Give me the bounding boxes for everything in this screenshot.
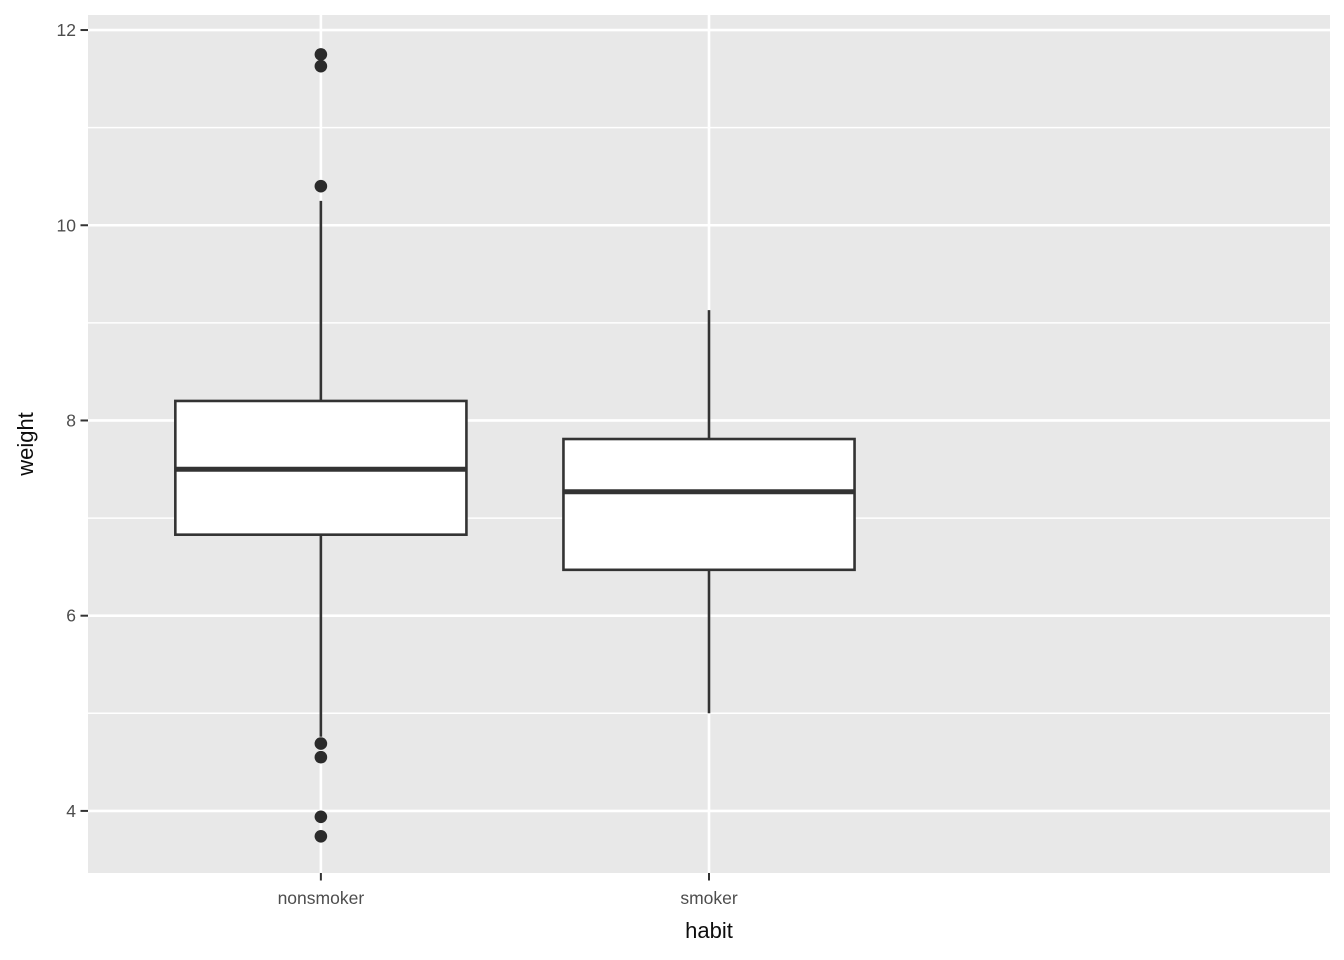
outlier-point-nonsmoker-2 [314, 179, 328, 193]
x-tick-label-nonsmoker: nonsmoker [278, 888, 365, 908]
outlier-point-nonsmoker-5 [314, 810, 328, 824]
y-tick-label-6: 6 [66, 606, 76, 626]
y-tick-label-4: 4 [66, 801, 76, 821]
outlier-point-nonsmoker-0 [314, 48, 328, 61]
x-axis-title: habit [685, 918, 733, 943]
outlier-point-nonsmoker-3 [314, 737, 328, 750]
y-axis-title: weight [13, 412, 38, 476]
y-tick-label-10: 10 [57, 215, 77, 235]
box-smoker [562, 437, 856, 572]
x-tick-label-smoker: smoker [680, 888, 738, 908]
y-tick-label-8: 8 [66, 410, 76, 430]
outlier-point-nonsmoker-4 [314, 750, 328, 764]
y-tick-label-12: 12 [57, 20, 76, 40]
outlier-point-nonsmoker-6 [314, 829, 328, 843]
outlier-point-nonsmoker-1 [314, 59, 328, 73]
